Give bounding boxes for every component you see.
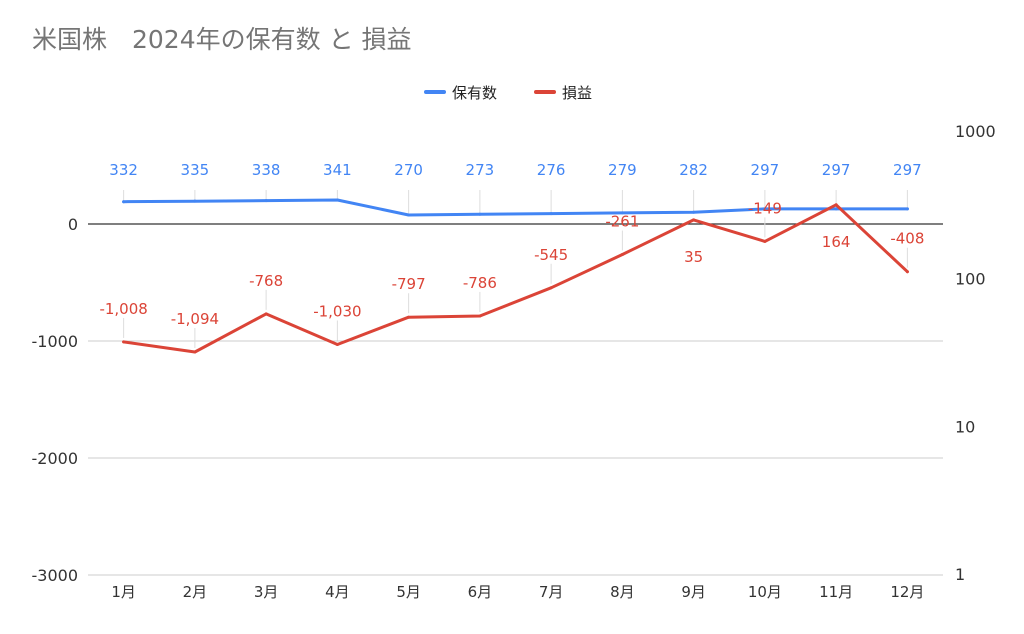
chart-title: 米国株 2024年の保有数 と 損益 xyxy=(32,25,412,54)
right-axis-tick-label: 10 xyxy=(955,417,975,436)
data-point-profit-loss xyxy=(478,314,482,318)
data-point-holdings xyxy=(478,212,482,216)
data-label-holdings: 282 xyxy=(679,161,708,179)
x-axis-tick-label: 5月 xyxy=(396,583,421,601)
data-label-profit-loss: -408 xyxy=(890,230,924,248)
series-line-profit-loss xyxy=(122,203,909,354)
data-point-profit-loss xyxy=(692,218,696,222)
data-label-profit-loss: -1,008 xyxy=(99,300,147,318)
data-point-profit-loss xyxy=(620,253,624,257)
x-axis-tick-label: 12月 xyxy=(890,583,924,601)
data-point-holdings xyxy=(264,199,268,203)
data-label-holdings: 276 xyxy=(537,161,566,179)
left-axis-tick-label: 0 xyxy=(68,215,78,234)
data-label-holdings: 270 xyxy=(394,161,423,179)
data-point-profit-loss xyxy=(122,340,126,344)
data-label-profit-loss: 164 xyxy=(822,233,851,251)
data-label-profit-loss: -149 xyxy=(748,199,782,217)
legend-label-holdings: 保有数 xyxy=(452,84,497,102)
x-axis-tick-label: 6月 xyxy=(468,583,493,601)
data-label-profit-loss: -545 xyxy=(534,246,568,264)
data-point-holdings xyxy=(193,199,197,203)
left-axis-tick-label: -1000 xyxy=(32,332,79,351)
data-label-profit-loss: -786 xyxy=(463,274,497,292)
data-point-holdings xyxy=(549,212,553,216)
data-point-holdings xyxy=(335,198,339,202)
data-label-holdings: 338 xyxy=(252,161,281,179)
data-point-holdings xyxy=(407,213,411,217)
data-label-holdings: 335 xyxy=(181,161,210,179)
legend-label-profit-loss: 損益 xyxy=(562,84,592,102)
data-point-holdings xyxy=(763,207,767,211)
data-label-holdings: 297 xyxy=(822,161,851,179)
right-axis-tick-label: 1000 xyxy=(955,122,996,141)
x-axis-tick-label: 1月 xyxy=(111,583,136,601)
data-point-holdings xyxy=(122,200,126,204)
x-axis-tick-label: 11月 xyxy=(819,583,853,601)
right-axis-tick-label: 100 xyxy=(955,270,986,289)
data-point-profit-loss xyxy=(834,203,838,207)
data-label-profit-loss: -1,030 xyxy=(313,303,361,321)
x-axis-tick-label: 8月 xyxy=(610,583,635,601)
data-point-holdings xyxy=(834,207,838,211)
data-label-profit-loss: -768 xyxy=(249,272,283,290)
data-label-holdings: 341 xyxy=(323,161,352,179)
data-point-profit-loss xyxy=(264,312,268,316)
data-point-profit-loss xyxy=(905,270,909,274)
data-point-profit-loss xyxy=(549,286,553,290)
data-point-profit-loss xyxy=(335,343,339,347)
data-label-holdings: 297 xyxy=(893,161,922,179)
data-label-holdings: 332 xyxy=(109,161,138,179)
left-axis-tick-label: -2000 xyxy=(32,449,79,468)
x-axis-tick-label: 3月 xyxy=(254,583,279,601)
x-axis-tick-label: 7月 xyxy=(539,583,564,601)
data-label-holdings: 297 xyxy=(751,161,780,179)
data-point-profit-loss xyxy=(193,350,197,354)
left-axis-tick-label: -3000 xyxy=(32,566,79,585)
data-point-holdings xyxy=(692,210,696,214)
data-label-profit-loss: -261 xyxy=(605,213,639,231)
data-label-holdings: 273 xyxy=(466,161,495,179)
data-label-profit-loss: 35 xyxy=(684,248,703,266)
data-point-holdings xyxy=(620,211,624,215)
data-point-profit-loss xyxy=(763,239,767,243)
data-label-holdings: 279 xyxy=(608,161,637,179)
data-point-holdings xyxy=(905,207,909,211)
x-axis-tick-label: 10月 xyxy=(748,583,782,601)
data-label-profit-loss: -1,094 xyxy=(171,310,219,328)
data-label-profit-loss: -797 xyxy=(392,275,426,293)
right-axis-tick-label: 1 xyxy=(955,565,965,584)
x-axis-tick-label: 2月 xyxy=(183,583,208,601)
x-axis-tick-label: 9月 xyxy=(681,583,706,601)
x-axis-tick-label: 4月 xyxy=(325,583,350,601)
data-point-profit-loss xyxy=(407,315,411,319)
series-line-holdings xyxy=(122,198,909,217)
